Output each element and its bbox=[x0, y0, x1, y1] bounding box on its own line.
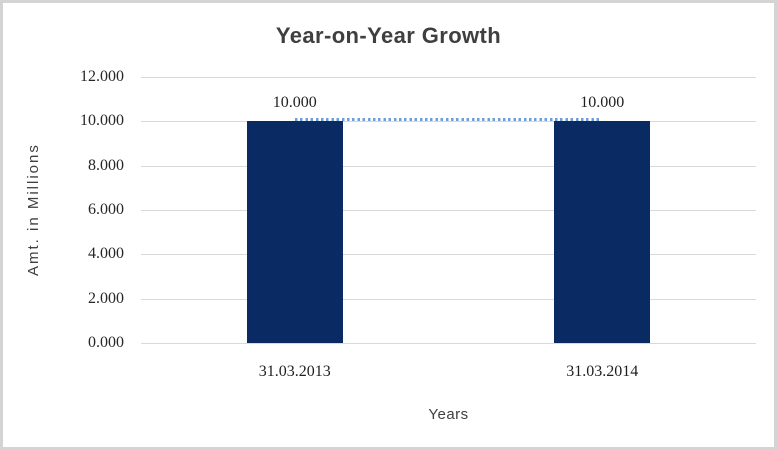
gridline bbox=[141, 121, 756, 123]
trendline bbox=[294, 118, 603, 122]
y-tick-label: 12.000 bbox=[80, 68, 124, 85]
y-tick-label: 2.000 bbox=[88, 289, 124, 307]
x-category-label: 31.03.2013 bbox=[258, 363, 331, 380]
y-tick-label: 0.000 bbox=[88, 334, 124, 351]
data-label: 10.000 bbox=[272, 94, 317, 112]
x-axis-title: Years bbox=[428, 406, 469, 423]
y-tick-label: 4.000 bbox=[88, 245, 124, 263]
y-tick-label: 10.000 bbox=[80, 112, 124, 130]
chart-title: Year-on-Year Growth bbox=[275, 23, 502, 48]
gridline bbox=[141, 343, 756, 344]
gridline bbox=[141, 210, 756, 211]
data-label: 10.000 bbox=[580, 94, 625, 112]
x-axis-category-labels: 31.03.2013 31.03.2014 bbox=[141, 363, 756, 385]
y-tick-label: 8.000 bbox=[88, 156, 124, 174]
bar-31.03.2014 bbox=[554, 121, 651, 343]
y-tick-label: 6.000 bbox=[88, 201, 124, 218]
gridline bbox=[141, 298, 756, 300]
gridline bbox=[141, 254, 756, 256]
plot-area: 10.000 10.000 bbox=[141, 77, 756, 344]
gridline bbox=[141, 165, 756, 167]
y-axis-tick-labels: 0.000 2.000 4.000 6.000 8.000 10.000 12.000 bbox=[3, 68, 124, 351]
bar-31.03.2013 bbox=[246, 121, 343, 343]
gridline bbox=[141, 77, 756, 78]
x-category-label: 31.03.2014 bbox=[566, 363, 639, 380]
